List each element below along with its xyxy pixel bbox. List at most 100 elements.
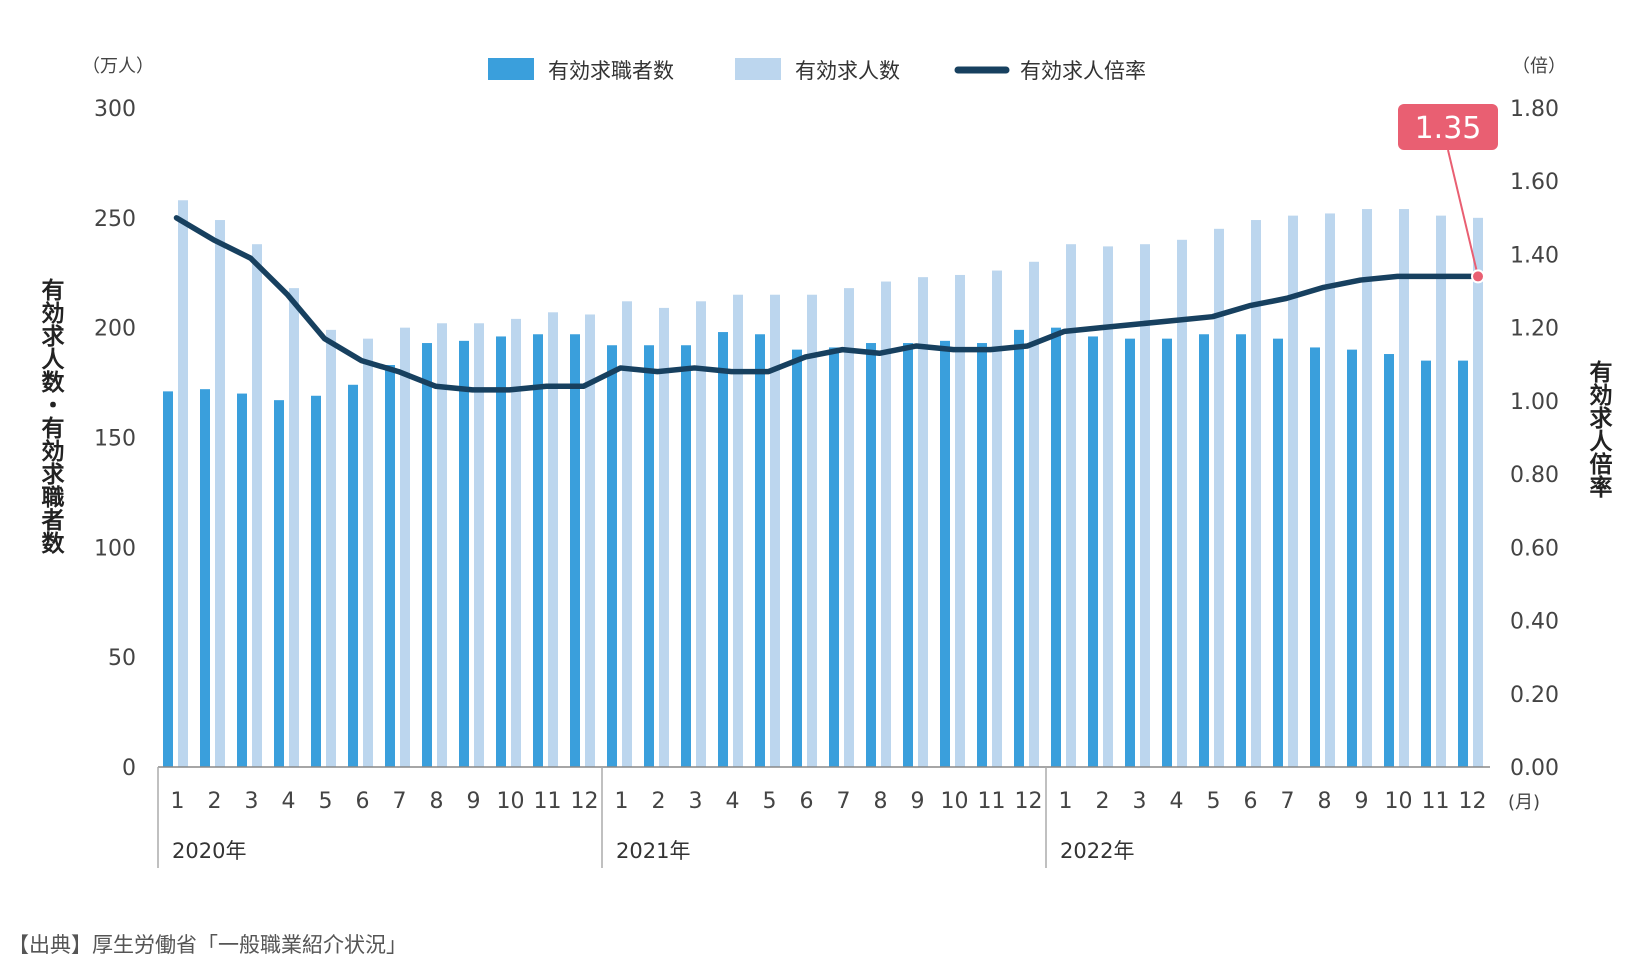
month-label: 4 [282, 789, 296, 814]
bar-job-seekers [681, 345, 691, 767]
month-label: 11 [1422, 789, 1450, 814]
ratio-line-layer [173, 215, 1475, 393]
year-label: 2021年 [616, 839, 690, 863]
callout-leader [1447, 149, 1479, 277]
month-label: 4 [726, 789, 740, 814]
bar-job-offers [252, 244, 262, 767]
month-label: 8 [874, 789, 888, 814]
bar-job-seekers [1236, 334, 1246, 767]
bar-job-offers [881, 281, 891, 767]
bar-job-offers [178, 200, 188, 767]
right-tick-label: 1.20 [1510, 317, 1559, 342]
bar-job-seekers [607, 345, 617, 767]
bar-job-seekers [1347, 349, 1357, 767]
bar-job-seekers [1310, 347, 1320, 767]
bar-job-seekers [237, 393, 247, 767]
bar-job-seekers [755, 334, 765, 767]
bar-job-offers [474, 323, 484, 767]
month-label: 9 [911, 789, 925, 814]
bar-job-seekers [274, 400, 284, 767]
bar-job-seekers [570, 334, 580, 767]
month-label: 2 [208, 789, 222, 814]
right-tick-label: 0.40 [1510, 610, 1559, 635]
left-axis-title: 有効求人数・有効求職者数 [37, 277, 66, 555]
legend: 有効求職者数 有効求人数 有効求人倍率 [488, 58, 1146, 83]
x-axis-unit: (月) [1508, 792, 1540, 813]
left-tick-label: 50 [108, 646, 136, 671]
bar-job-seekers [1125, 338, 1135, 767]
right-axis-unit: （倍） [1512, 56, 1566, 77]
bar-job-offers [1288, 215, 1298, 768]
callout: 1.35 [1398, 104, 1498, 284]
left-axis-unit: （万人） [82, 56, 154, 77]
callout-marker [1471, 269, 1485, 284]
month-label: 2 [652, 789, 666, 814]
bar-job-offers [807, 294, 817, 767]
month-label: 10 [941, 789, 969, 814]
month-label: 1 [615, 789, 629, 814]
month-label: 9 [467, 789, 481, 814]
bar-job-offers [548, 312, 558, 767]
month-label: 7 [1281, 789, 1295, 814]
month-label: 9 [1355, 789, 1369, 814]
left-tick-label: 250 [94, 207, 136, 232]
bar-job-seekers [422, 343, 432, 767]
month-label: 7 [393, 789, 407, 814]
bar-job-offers [1399, 209, 1409, 768]
bar-job-offers [1140, 244, 1150, 767]
bar-job-offers [844, 288, 854, 767]
left-tick-label: 150 [94, 427, 136, 452]
month-label: 10 [497, 789, 525, 814]
bar-job-offers [955, 274, 965, 767]
month-label: 11 [978, 789, 1006, 814]
right-tick-label: 0.00 [1510, 756, 1559, 781]
bar-job-seekers [200, 389, 210, 767]
bar-job-seekers [1088, 336, 1098, 767]
bar-job-offers [1362, 209, 1372, 768]
legend-label-job-seekers: 有効求職者数 [548, 59, 674, 83]
bar-job-offers [770, 294, 780, 767]
bar-job-seekers [348, 384, 358, 767]
bar-job-seekers [163, 391, 173, 767]
month-labels: 1 2 3 4 5 6 7 8 9 10 11 12 1 2 3 4 5 6 7 8 9 10 11 12 1 2 3 4 5 6 7 8 9 1… [171, 789, 1487, 814]
right-tick-label: 0.80 [1510, 463, 1559, 488]
bar-job-offers [289, 288, 299, 767]
bar-job-offers [437, 323, 447, 767]
bar-job-offers [1251, 220, 1261, 767]
left-tick-label: 0 [122, 756, 136, 781]
month-label: 3 [689, 789, 703, 814]
bar-job-offers [733, 294, 743, 767]
bar-job-seekers [866, 343, 876, 767]
bar-job-seekers [1273, 338, 1283, 767]
bar-job-offers [511, 318, 521, 767]
bar-job-seekers [459, 340, 469, 767]
ratio-line [173, 215, 1475, 393]
callout-label: 1.35 [1415, 111, 1482, 146]
bar-job-offers [1103, 246, 1113, 767]
month-label: 6 [800, 789, 814, 814]
bar-job-seekers [533, 334, 543, 767]
bar-job-seekers [792, 349, 802, 767]
bar-job-offers [1473, 217, 1483, 768]
left-axis-ticks: 0 50 100 150 200 250 300 [94, 97, 136, 781]
bar-job-offers [215, 220, 225, 767]
right-tick-label: 0.60 [1510, 536, 1559, 561]
legend-swatch-job-offers [735, 58, 781, 80]
bar-job-offers [992, 270, 1002, 767]
month-label: 5 [1207, 789, 1221, 814]
right-tick-label: 1.40 [1510, 243, 1559, 268]
month-label: 11 [534, 789, 562, 814]
left-tick-label: 200 [94, 317, 136, 342]
source-note: 【出典】厚生労働省「一般職業紹介状況」 [8, 933, 407, 957]
bar-job-offers [1066, 244, 1076, 767]
bar-job-offers [585, 314, 595, 767]
year-labels: 2020年 2021年 2022年 [172, 839, 1134, 863]
bar-job-seekers [496, 336, 506, 767]
left-tick-label: 100 [94, 536, 136, 561]
bars [163, 200, 1483, 768]
month-label: 12 [1459, 789, 1487, 814]
bar-job-offers [400, 327, 410, 767]
bar-job-seekers [829, 347, 839, 767]
bar-job-offers [918, 277, 928, 767]
